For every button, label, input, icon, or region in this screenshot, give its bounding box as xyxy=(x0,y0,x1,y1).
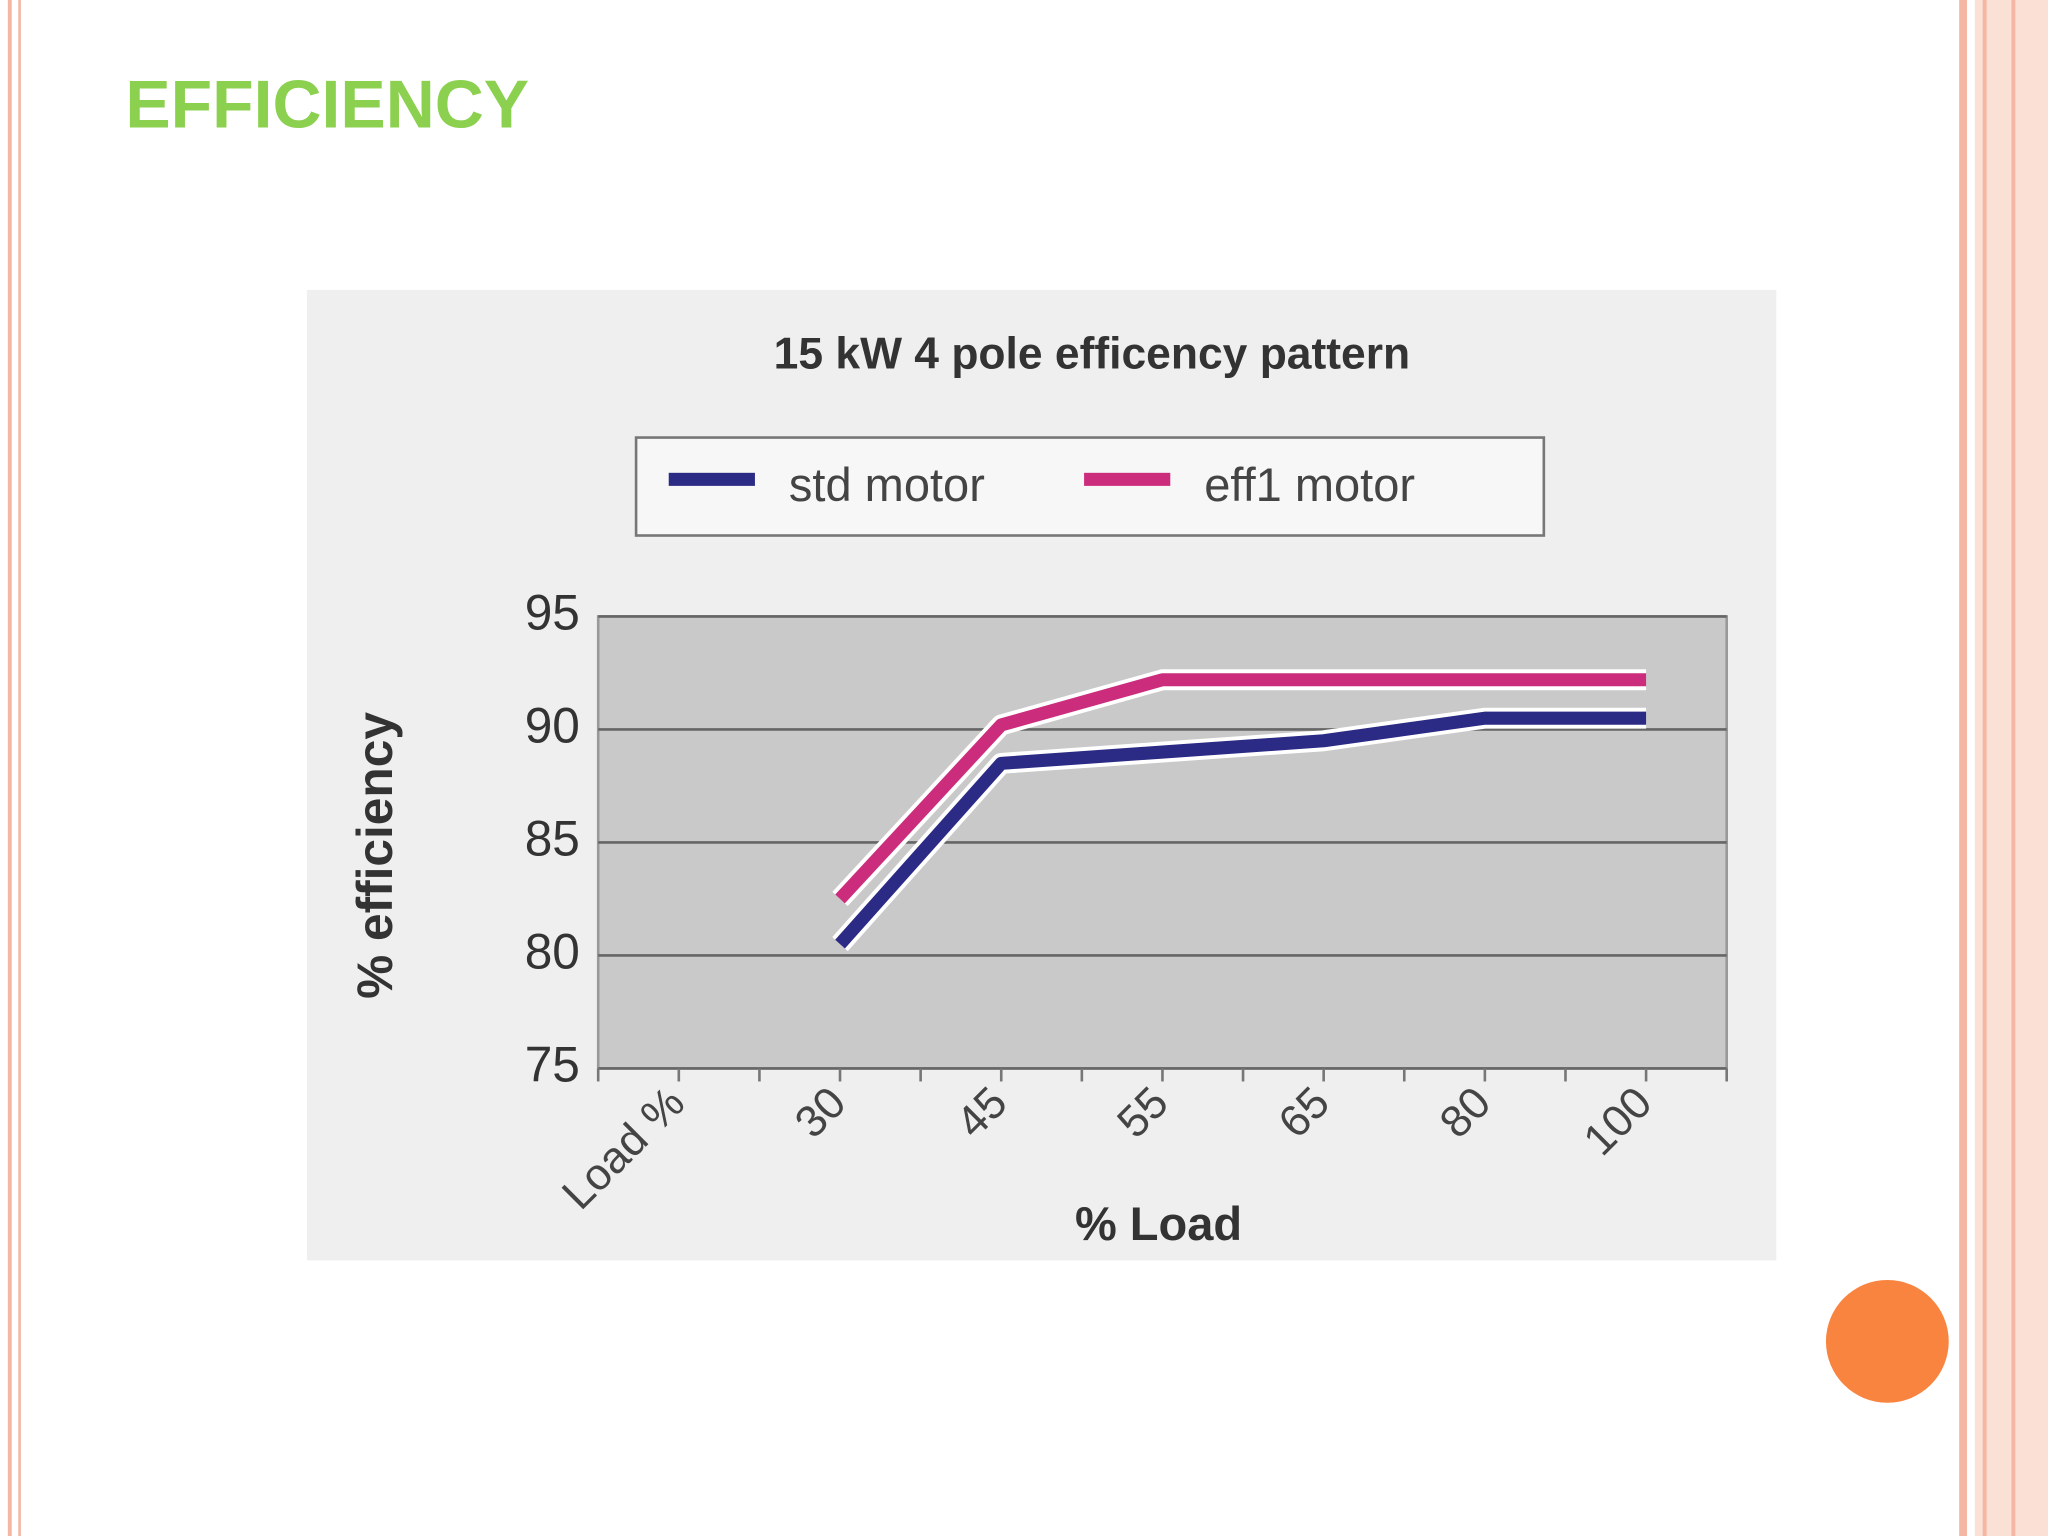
x-axis-label: % Load xyxy=(1075,1197,1242,1250)
y-tick-label: 75 xyxy=(525,1037,580,1093)
series-line xyxy=(835,711,1647,949)
border-line xyxy=(1959,0,1968,1536)
y-axis-label: % efficiency xyxy=(347,712,403,999)
legend xyxy=(634,436,1546,537)
y-tick-label: 95 xyxy=(525,585,580,641)
border-line xyxy=(2011,0,2016,1536)
chart-title: 15 kW 4 pole efficency pattern xyxy=(774,329,1410,378)
legend-label: eff1 motor xyxy=(1204,458,1415,511)
slide-title: EFFICIENCY xyxy=(125,68,529,143)
legend-swatch xyxy=(668,472,755,486)
y-tick-label: 85 xyxy=(525,811,580,867)
series-line xyxy=(835,673,1647,904)
y-tick-label: 90 xyxy=(525,698,580,754)
legend-swatch xyxy=(1084,472,1171,486)
border-line xyxy=(7,0,12,1536)
legend-label: std motor xyxy=(789,458,985,511)
border-line xyxy=(18,0,21,1536)
border-line xyxy=(1982,0,1987,1536)
decor-circle xyxy=(1825,1280,1949,1403)
y-tick-label: 80 xyxy=(525,924,580,980)
